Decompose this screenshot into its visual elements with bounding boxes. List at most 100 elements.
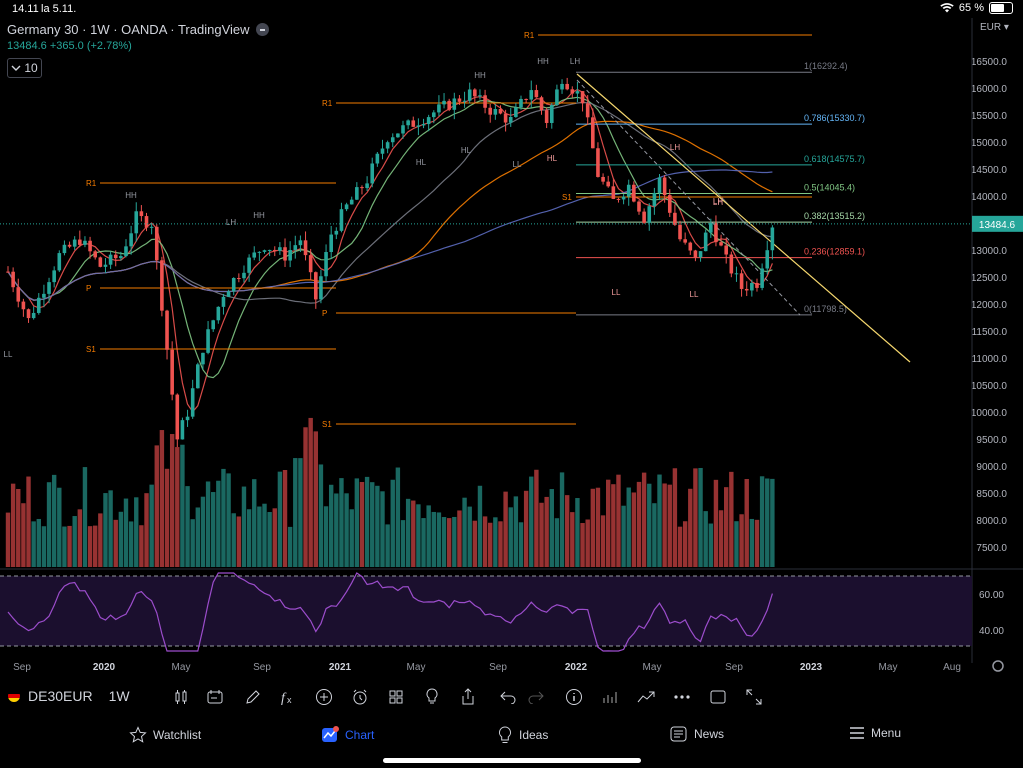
candle-body [673,212,677,225]
candle-body [678,224,682,240]
chart-type-icon[interactable] [170,686,192,708]
volume-bar [657,474,662,567]
interval-label[interactable]: 1W [108,688,130,704]
candle-body [765,250,770,269]
candle-body [508,116,513,123]
tab-news-label: News [694,727,725,741]
candle-body [447,100,451,110]
volume-bar [164,468,170,567]
volume-bar [252,479,257,567]
indicators-toggle-button[interactable]: 10 [7,58,42,78]
volume-bar [508,507,513,567]
moving-average-line [7,169,773,301]
volume-bar [482,516,488,567]
candle-body [390,137,395,143]
tab-menu[interactable]: Menu [849,726,901,740]
candle-body [190,388,195,417]
minus-icon[interactable] [255,23,269,36]
volume-bar [359,481,365,567]
volume-bar [113,519,118,567]
candle-body [555,89,559,106]
candle-body [31,312,36,319]
volume-bar [318,464,324,567]
volume-bar [10,483,16,567]
fullscreen-icon[interactable] [743,686,765,708]
volume-bar [123,498,129,567]
candle-body [349,199,354,205]
candle-body [57,253,62,271]
tab-chart[interactable]: Chart [321,726,374,744]
candle-body [375,153,380,164]
candle-body [83,240,87,245]
draw-pen-icon[interactable] [242,686,264,708]
alarm-icon[interactable] [349,686,371,708]
volume-bar [175,447,180,567]
candle-body [252,252,257,258]
candle-body [314,272,318,300]
volume-bar [226,473,231,567]
financials-icon[interactable] [599,686,621,708]
volume-bar [308,417,313,567]
candle-body [293,245,298,251]
pivot-label: S1 [322,420,332,429]
share-icon[interactable] [457,686,479,708]
candle-body [626,184,631,197]
more-icon[interactable] [671,686,693,708]
info-icon[interactable] [563,686,585,708]
volume-bar [734,521,739,567]
candle-body [324,252,328,277]
flag-icon [8,690,20,702]
candle-body [667,195,672,213]
candle-body [319,276,323,300]
volume-bar [405,498,411,567]
volume-bar [575,498,580,567]
idea-bulb-icon[interactable] [421,686,443,708]
tab-ideas[interactable]: Ideas [497,726,548,744]
price-tick-label: 8000.0 [976,516,1007,527]
tab-news[interactable]: News [670,726,724,742]
price-tick-label: 9000.0 [976,462,1007,473]
volume-bar [724,487,729,567]
candle-body [42,293,46,298]
layout-icon[interactable] [707,686,729,708]
candle-body [734,273,739,275]
currency-selector[interactable]: EUR ▾ [980,22,1009,33]
candle-body [498,109,503,114]
chart-legend: Germany 30 · 1W · OANDA · TradingView 13… [7,22,269,52]
rsi-tick-label: 60.00 [979,590,1004,601]
indicator-count: 10 [24,61,38,75]
add-icon[interactable] [313,686,335,708]
candle-body [288,250,292,261]
volume-bar [354,478,360,567]
candle-body [231,278,236,292]
price-chart[interactable]: 16500.0 16000.0 15500.0 15000.0 14500.0 14000… [0,18,1023,680]
volume-bar [46,482,52,567]
volume-bar [349,509,354,567]
symbol-selector[interactable]: DE30EUR 1W [8,688,130,704]
candle-body [267,249,272,251]
fib-level-label: 0.382(13515.2) [804,211,865,221]
volume-bar [293,458,298,567]
fib-level-label: 0(11798.5) [804,304,847,314]
compare-icon[interactable] [205,686,227,708]
swing-label: LH [670,143,680,152]
candle-body [298,240,303,246]
settings-gear-icon[interactable] [992,660,1004,672]
candle-body [308,255,313,273]
price-tick-label: 8500.0 [976,489,1007,500]
replay-icon[interactable] [635,686,657,708]
undo-icon[interactable] [497,686,519,708]
status-time: 14.11 [12,3,39,15]
redo-icon[interactable] [525,686,547,708]
volume-bar [144,493,149,567]
candle-body [442,100,446,105]
time-tick-label: 2021 [329,662,352,673]
fib-level-label: 0.236(12859.1) [804,247,865,257]
templates-icon[interactable] [385,686,407,708]
volume-bar [211,492,216,567]
time-tick-label: May [407,662,426,673]
volume-bar [549,489,554,567]
tab-watchlist[interactable]: Watchlist [129,726,201,744]
